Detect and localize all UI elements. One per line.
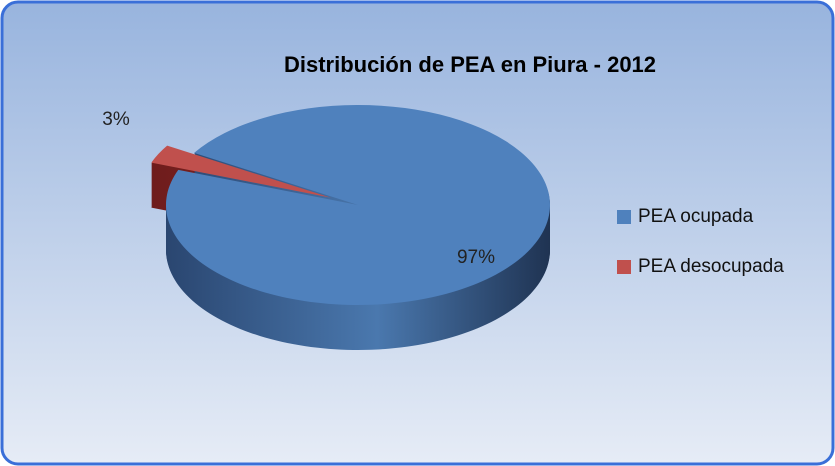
- legend: PEA ocupada PEA desocupada: [617, 206, 784, 277]
- pie: 97% 3%: [102, 104, 550, 351]
- slice: [151, 145, 332, 198]
- data-label: 3%: [102, 109, 130, 130]
- legend-label: PEA desocupada: [638, 256, 784, 277]
- legend-swatch: [617, 260, 631, 274]
- legend-swatch: [617, 210, 631, 224]
- slice: [166, 104, 550, 305]
- data-label: 97%: [457, 247, 495, 268]
- legend-label: PEA ocupada: [638, 206, 754, 227]
- chart-title: Distribución de PEA en Piura - 2012: [284, 52, 656, 77]
